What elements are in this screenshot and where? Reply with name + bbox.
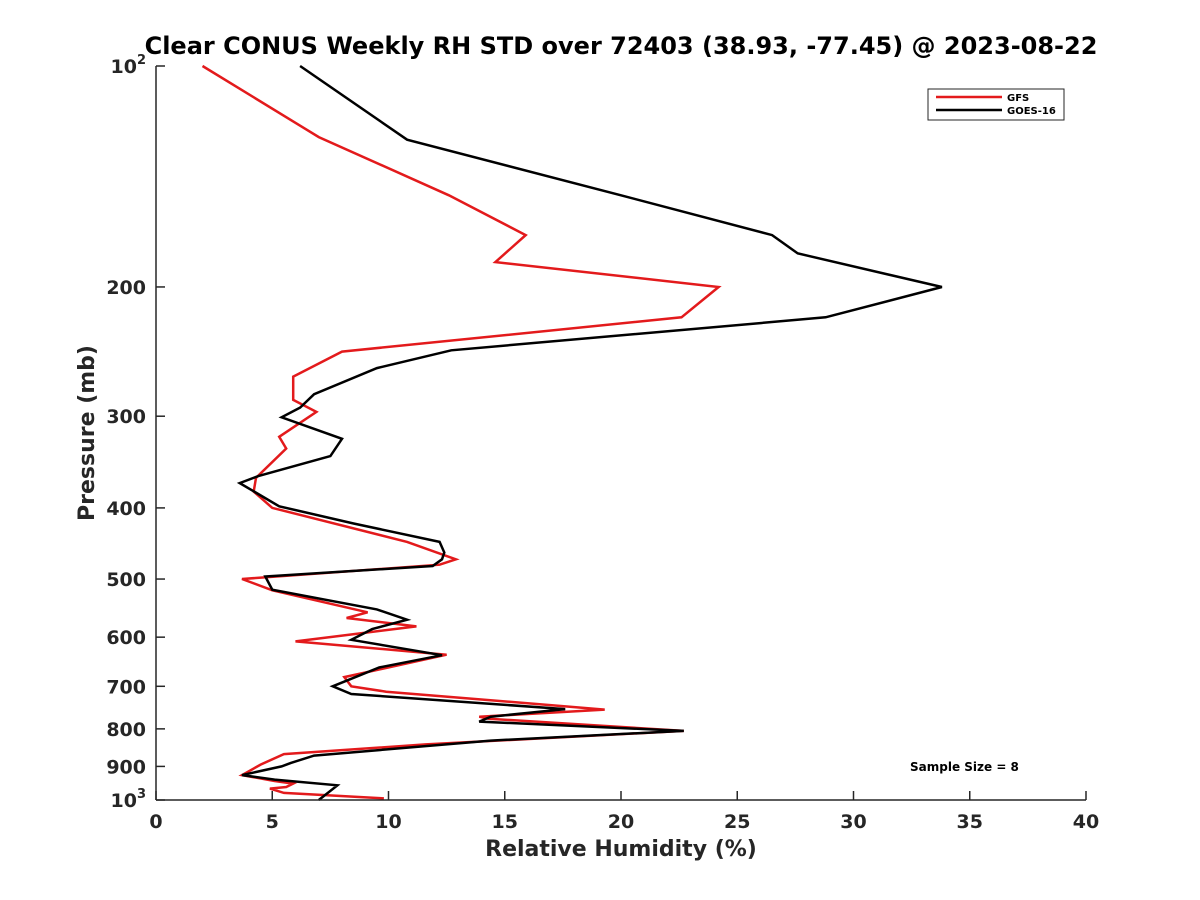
y-tick-base: 800 — [106, 719, 146, 741]
x-tick-label: 40 — [1073, 811, 1099, 833]
y-tick-base: 10 — [111, 790, 137, 812]
y-tick-base: 500 — [106, 569, 146, 591]
y-tick-label: 200 — [106, 277, 146, 299]
chart-title: Clear CONUS Weekly RH STD over 72403 (38… — [145, 32, 1098, 60]
x-tick-label: 15 — [492, 811, 518, 833]
series-line-gfs — [201, 64, 722, 800]
series-layer — [201, 64, 943, 801]
x-tick-label: 5 — [266, 811, 279, 833]
y-tick-label: 700 — [106, 676, 146, 698]
y-tick-base: 300 — [106, 406, 146, 428]
series-line-goes-16 — [236, 64, 943, 801]
y-tick-base: 200 — [106, 277, 146, 299]
y-tick-label: 900 — [106, 756, 146, 778]
y-tick-exponent: 2 — [137, 53, 146, 68]
y-tick-label: 300 — [106, 406, 146, 428]
y-tick-label: 500 — [106, 569, 146, 591]
x-tick-label: 20 — [608, 811, 634, 833]
x-tick-label: 30 — [840, 811, 866, 833]
x-tick-label: 25 — [724, 811, 750, 833]
x-tick-label: 0 — [149, 811, 162, 833]
y-tick-label: 103 — [111, 787, 147, 812]
x-tick-label: 10 — [375, 811, 401, 833]
y-tick-label: 800 — [106, 719, 146, 741]
y-tick-base: 10 — [111, 56, 137, 78]
plot-area — [156, 66, 1086, 800]
y-tick-base: 600 — [106, 627, 146, 649]
legend-label-goes16: GOES-16 — [1007, 106, 1056, 117]
y-tick-label: 102 — [111, 53, 147, 78]
y-axis-label: Pressure (mb) — [75, 345, 100, 521]
x-axis-label: Relative Humidity (%) — [485, 837, 757, 862]
sample-size-annotation: Sample Size = 8 — [910, 760, 1019, 774]
legend: GFS GOES-16 — [927, 88, 1065, 121]
y-tick-base: 900 — [106, 756, 146, 778]
legend-label-gfs: GFS — [1007, 93, 1029, 104]
y-tick-base: 700 — [106, 676, 146, 698]
y-tick-base: 400 — [106, 498, 146, 520]
x-tick-label: 35 — [957, 811, 983, 833]
y-tick-label: 400 — [106, 498, 146, 520]
x-axis-ticks: 0 5 10 15 20 25 30 35 40 — [149, 791, 1099, 833]
y-tick-label: 600 — [106, 627, 146, 649]
y-tick-exponent: 3 — [137, 787, 146, 802]
legend-box — [927, 88, 1065, 121]
